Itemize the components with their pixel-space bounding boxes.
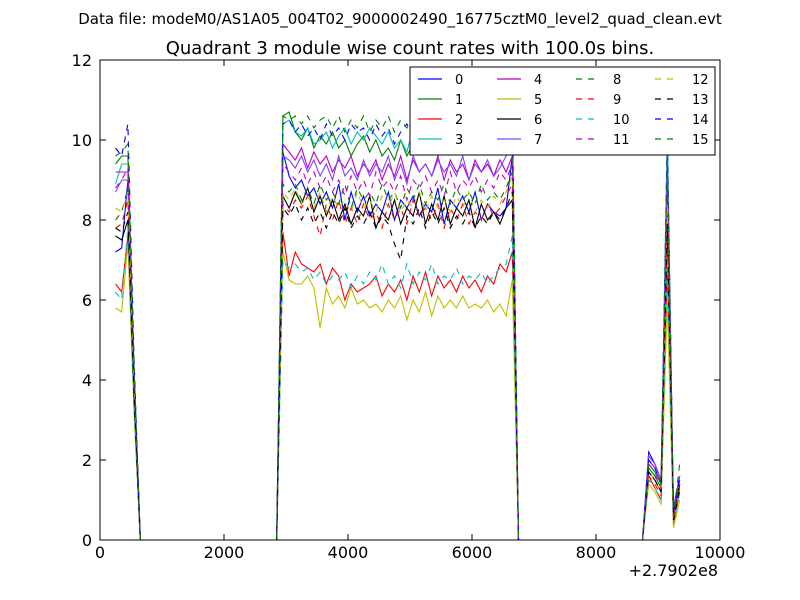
y-tick-label: 0 bbox=[82, 531, 92, 550]
y-tick-label: 6 bbox=[82, 291, 92, 310]
legend-label-7: 7 bbox=[534, 133, 542, 148]
legend-label-14: 14 bbox=[692, 113, 709, 128]
y-tick-label: 4 bbox=[82, 371, 92, 390]
series-line-4 bbox=[115, 142, 681, 540]
legend-label-8: 8 bbox=[613, 73, 621, 88]
x-tick-label: 2000 bbox=[204, 543, 245, 562]
legend-label-0: 0 bbox=[455, 73, 463, 88]
legend-label-3: 3 bbox=[455, 133, 463, 148]
y-tick-label: 12 bbox=[72, 51, 92, 70]
series-line-8 bbox=[115, 171, 681, 540]
legend-label-10: 10 bbox=[613, 113, 630, 128]
y-tick-label: 2 bbox=[82, 451, 92, 470]
legend-label-12: 12 bbox=[692, 73, 709, 88]
y-tick-label: 10 bbox=[72, 131, 92, 150]
x-tick-label: 4000 bbox=[328, 543, 369, 562]
series-line-1 bbox=[115, 111, 681, 540]
legend-label-6: 6 bbox=[534, 113, 542, 128]
x-tick-label: 8000 bbox=[576, 543, 617, 562]
legend-label-15: 15 bbox=[692, 133, 709, 148]
figure-suptitle: Data file: modeM0/AS1A05_004T02_90000024… bbox=[78, 10, 722, 29]
legend-box bbox=[409, 66, 716, 156]
x-tick-label: 0 bbox=[95, 543, 105, 562]
legend-label-9: 9 bbox=[613, 93, 621, 108]
legend-label-1: 1 bbox=[455, 93, 463, 108]
series-line-5 bbox=[115, 243, 681, 540]
series-line-6 bbox=[115, 186, 681, 540]
legend-label-2: 2 bbox=[455, 113, 463, 128]
series-line-9 bbox=[115, 183, 681, 540]
x-offset-label: +2.7902e8 bbox=[629, 561, 718, 580]
legend-label-11: 11 bbox=[613, 133, 630, 148]
x-tick-label: 10000 bbox=[695, 543, 746, 562]
x-tick-label: 6000 bbox=[452, 543, 493, 562]
series-line-7 bbox=[115, 146, 681, 540]
y-tick-label: 8 bbox=[82, 211, 92, 230]
chart-title: Quadrant 3 module wise count rates with … bbox=[166, 38, 655, 59]
series-line-3 bbox=[114, 119, 681, 540]
legend-label-5: 5 bbox=[534, 93, 542, 108]
legend-label-4: 4 bbox=[534, 73, 542, 88]
legend-label-13: 13 bbox=[692, 93, 709, 108]
series-layer bbox=[114, 106, 681, 540]
series-line-2 bbox=[115, 231, 681, 540]
